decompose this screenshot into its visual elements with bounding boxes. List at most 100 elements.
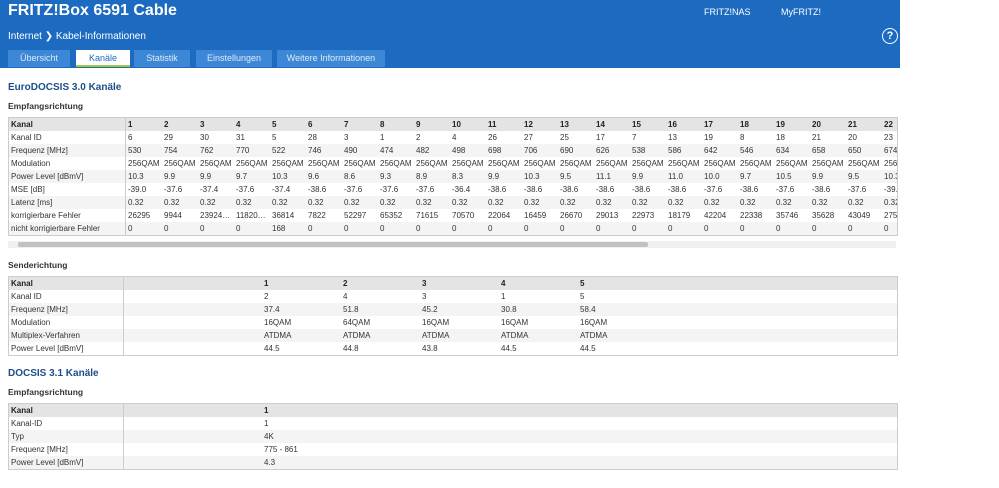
cell: 256QAM — [344, 159, 376, 168]
spacer — [124, 417, 263, 430]
cell: -38.6 — [740, 185, 759, 194]
cell: 6 — [128, 133, 133, 142]
cell: 256QAM — [884, 159, 898, 168]
spacer — [657, 303, 897, 316]
cell: 256QAM — [596, 159, 628, 168]
cell: 0 — [594, 222, 630, 235]
cell: 19 — [704, 133, 713, 142]
cell: 9.9 — [810, 170, 846, 183]
cell: 10.3 — [522, 170, 558, 183]
cell: 16459 — [524, 211, 547, 220]
table-heading: Empfangsrichtung — [8, 387, 84, 397]
cell: -38.6 — [632, 185, 651, 194]
content: EuroDOCSIS 3.0 Kanäle Empfangsrichtung Kan… — [0, 68, 900, 488]
cell: 27 — [524, 133, 533, 142]
cell: 538 — [630, 144, 666, 157]
cell: 64QAM — [343, 318, 371, 327]
cell: 28 — [308, 133, 317, 142]
table-wrap: Kanal 1 2 3 4 5 6 7 8 9 10 11 12 13 14 15 16 17 18 19 20 21 22… — [8, 117, 898, 236]
cell: 0 — [702, 222, 738, 235]
spacer — [657, 329, 897, 342]
cell: 45.2 — [420, 303, 499, 316]
section-title: EuroDOCSIS 3.0 Kanäle — [8, 82, 122, 93]
cell: 0 — [522, 222, 558, 235]
cell: 256QAM — [812, 159, 844, 168]
nav-link[interactable]: MyFRITZ! — [781, 7, 821, 17]
cell: 634 — [774, 144, 810, 157]
cell: 2 — [416, 133, 421, 142]
cell: 0 — [738, 222, 774, 235]
cell: 0 — [198, 222, 234, 235]
tab[interactable]: Weitere Informationen — [277, 50, 385, 67]
cell: 26295 — [128, 211, 151, 220]
breadcrumb-item[interactable]: Internet — [8, 31, 42, 42]
spacer — [124, 290, 263, 303]
cell: 5 — [578, 277, 657, 290]
table-row: Power Level [dBmV] 4.3 — [9, 456, 897, 469]
cell: 256QAM — [164, 159, 196, 168]
cell: -38.6 — [812, 185, 831, 194]
cell: 256QAM — [740, 159, 772, 168]
spacer — [657, 316, 897, 329]
table-row: Kanal ID 2 4 3 1 5 — [9, 290, 897, 303]
cell: 0 — [162, 222, 198, 235]
cell: 0 — [774, 222, 810, 235]
cell: 16 — [666, 118, 702, 131]
cell: 10.5 — [774, 170, 810, 183]
cell: 11820… — [236, 211, 266, 220]
cell: 2 — [264, 292, 269, 301]
row-label: Kanal — [9, 277, 124, 290]
cell: -37.6 — [416, 185, 435, 194]
section-title: DOCSIS 3.1 Kanäle — [8, 368, 99, 379]
cell: -37.4 — [272, 185, 291, 194]
cell: 0 — [810, 222, 846, 235]
cell: 706 — [522, 144, 558, 157]
cell: 16QAM — [501, 318, 529, 327]
cell: 8 — [378, 118, 414, 131]
scroll-thumb[interactable] — [18, 241, 648, 247]
cell: 36814 — [272, 211, 295, 220]
tab[interactable]: Übersicht — [8, 50, 70, 67]
cell: 30.8 — [499, 303, 578, 316]
help-icon[interactable]: ? — [882, 28, 898, 44]
tab[interactable]: Kanäle — [76, 50, 130, 67]
cell: ATDMA — [578, 329, 657, 342]
spacer — [123, 303, 262, 316]
cell: 22 — [882, 118, 897, 131]
nav-link[interactable]: FRITZ!NAS — [704, 7, 751, 17]
cell: 0 — [846, 222, 882, 235]
cell: 44.5 — [264, 344, 280, 353]
table-row: Modulation 16QAM 64QAM 16QAM 16QAM 16QAM — [9, 316, 897, 329]
cell: 1 — [501, 292, 506, 301]
scrollbar[interactable] — [8, 240, 896, 248]
cell: 0.32 — [378, 196, 414, 209]
table-row: Kanal 1 — [9, 404, 897, 417]
cell: 1 — [262, 277, 341, 290]
cell: 0 — [630, 222, 666, 235]
cell: 474 — [378, 144, 414, 157]
cell: 1 — [262, 404, 341, 417]
cell: 0 — [306, 222, 342, 235]
cell: 9.5 — [558, 170, 594, 183]
cell: -38.6 — [308, 185, 327, 194]
cell: 29013 — [596, 211, 619, 220]
cell: 65352 — [380, 211, 403, 220]
cell: 43049 — [848, 211, 871, 220]
cell: 0 — [234, 222, 270, 235]
cell: 3 — [198, 118, 234, 131]
cell: 30 — [200, 133, 209, 142]
cell: 4.3 — [262, 456, 341, 469]
cell: 3 — [422, 292, 427, 301]
cell: 10.3 — [270, 170, 306, 183]
cell: 256QAM — [776, 159, 808, 168]
table-row: Multiplex-Verfahren ATDMA ATDMA ATDMA ATDMA A… — [9, 329, 897, 342]
cell: -38.6 — [668, 185, 687, 194]
cell: 1 — [264, 419, 269, 428]
table-wrap: Kanal 1 Kanal-ID 1 Typ 4K Frequenz [MHz] 775 - … — [8, 403, 898, 470]
tab[interactable]: Statistik — [134, 50, 190, 67]
tab[interactable]: Einstellungen — [196, 50, 272, 67]
row-label: Kanal — [9, 404, 124, 417]
cell: 1 — [380, 133, 385, 142]
cell: 44.5 — [501, 344, 517, 353]
cell: 42204 — [704, 211, 727, 220]
